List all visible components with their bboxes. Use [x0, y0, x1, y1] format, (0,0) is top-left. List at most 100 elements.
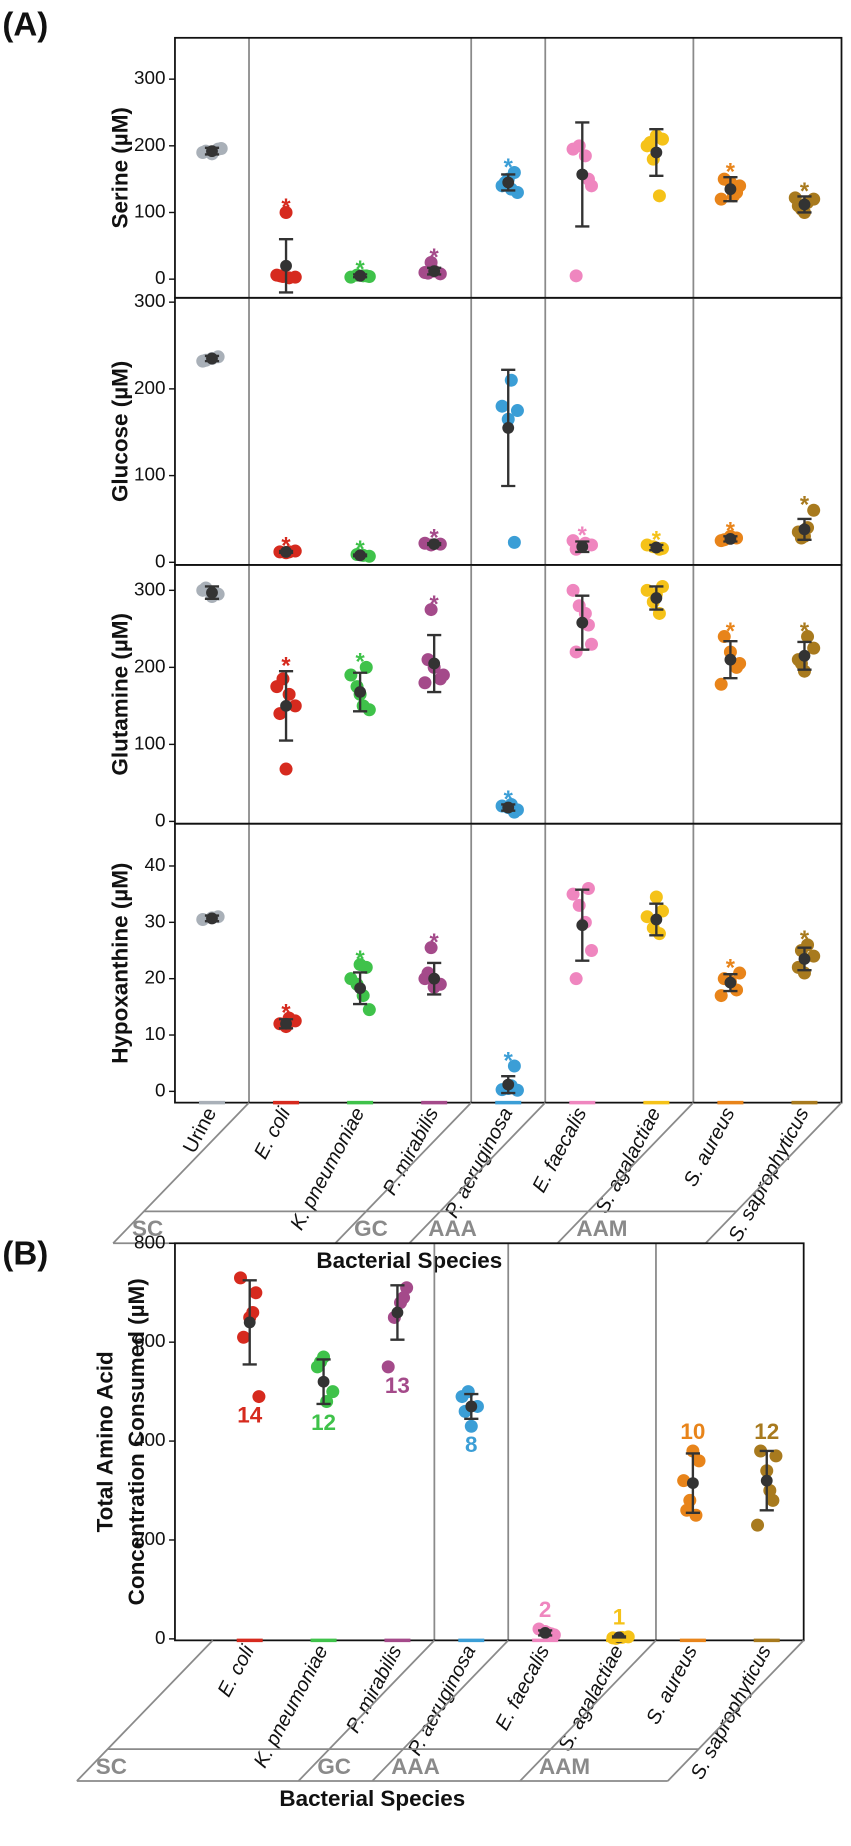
count-label: 1 [613, 1605, 625, 1630]
x-tick-label: E. coli [214, 1641, 259, 1700]
strip-edge [76, 1639, 214, 1782]
mean-point [724, 653, 737, 666]
significance-mark: * [726, 619, 736, 645]
data-point [381, 1360, 395, 1374]
x-tick-label: P. mirabilis [379, 1104, 443, 1199]
data-point [424, 941, 438, 955]
plot-frame [174, 564, 843, 825]
y-tick-label: 20 [144, 968, 165, 989]
mean-point [650, 541, 663, 554]
y-axis-label: Serine (µM) [108, 107, 133, 228]
significance-mark: * [356, 650, 366, 676]
significance-mark: * [356, 257, 366, 283]
data-point [649, 890, 663, 904]
data-point [640, 538, 654, 552]
data-point [807, 949, 821, 963]
mean-point [391, 1306, 404, 1319]
data-point [270, 268, 284, 282]
group-label: AAA [428, 1216, 477, 1241]
data-point [807, 641, 821, 655]
x-tick-label: K. pneumoniae [286, 1104, 369, 1234]
data-point [326, 1385, 340, 1399]
significance-mark: * [726, 519, 736, 545]
data-point [717, 630, 731, 644]
significance-mark: * [504, 155, 514, 181]
significance-mark: * [800, 619, 810, 645]
significance-mark: * [430, 592, 440, 618]
data-point [717, 172, 731, 186]
data-point [279, 205, 293, 219]
mean-point [798, 523, 811, 536]
x-tick-label: E. faecalis [529, 1104, 592, 1196]
count-label: 12 [754, 1419, 779, 1444]
y-axis-label: Total Amino Acid [92, 1351, 117, 1532]
data-point [566, 142, 580, 156]
data-point [652, 189, 666, 203]
y-tick-label: 100 [134, 201, 166, 222]
mean-point [576, 919, 589, 932]
data-point [766, 1493, 780, 1507]
data-point [507, 535, 521, 549]
data-point [714, 989, 728, 1003]
data-point [655, 904, 669, 918]
data-point [507, 1059, 521, 1073]
significance-mark: * [800, 179, 810, 205]
significance-mark: * [504, 787, 514, 813]
x-tick-label: K. pneumoniae [250, 1642, 333, 1772]
mean-point [502, 1078, 515, 1091]
y-axis-label: Concentration Consumed (µM) [124, 1278, 149, 1605]
data-point [566, 887, 580, 901]
significance-mark: * [281, 533, 291, 559]
data-point [680, 1503, 694, 1517]
data-point [359, 660, 373, 674]
data-point [418, 676, 432, 690]
data-point [504, 373, 518, 387]
data-point [566, 534, 580, 548]
data-point [569, 972, 583, 986]
data-point [807, 503, 821, 517]
strip-edge [519, 1639, 657, 1782]
y-tick-label: 800 [134, 1232, 166, 1253]
mean-point [428, 657, 441, 670]
data-point [313, 1355, 327, 1369]
y-tick-label: 0 [155, 1080, 166, 1101]
mean-point [539, 1627, 552, 1639]
data-point [249, 1286, 263, 1300]
count-label: 14 [237, 1403, 262, 1428]
panel-label: (A) [2, 6, 48, 43]
mean-point [428, 265, 441, 278]
y-tick-label: 0 [155, 810, 166, 831]
mean-point [317, 1375, 330, 1388]
data-point [233, 1271, 247, 1285]
x-tick-label: S. aureus [680, 1104, 740, 1190]
data-point [801, 630, 815, 644]
data-point [237, 1330, 251, 1344]
mean-point [724, 183, 737, 196]
mean-point [502, 421, 515, 434]
data-point [572, 599, 586, 613]
x-axis-label: Bacterial Species [279, 1786, 465, 1811]
data-point [455, 1390, 469, 1404]
x-tick-label: P. mirabilis [342, 1642, 406, 1737]
group-label: GC [317, 1754, 351, 1779]
data-point [733, 966, 747, 980]
significance-mark: * [430, 930, 440, 956]
y-tick-label: 10 [144, 1024, 165, 1045]
data-point [270, 680, 284, 694]
x-tick-label: S. saprophyticus [687, 1642, 776, 1783]
data-point [733, 179, 747, 193]
y-axis-label: Hypoxanthine (µM) [108, 863, 133, 1064]
count-label: 13 [385, 1373, 410, 1398]
group-label: SC [96, 1754, 127, 1779]
mean-point [798, 198, 811, 211]
strip-edge [297, 1639, 436, 1782]
data-point [566, 583, 580, 597]
significance-mark: * [800, 927, 810, 953]
data-point [640, 910, 654, 924]
mean-point [650, 592, 663, 604]
count-label: 2 [539, 1597, 551, 1622]
data-point [692, 1454, 706, 1468]
group-label: AAA [391, 1754, 440, 1779]
strip-edge [408, 1102, 546, 1244]
